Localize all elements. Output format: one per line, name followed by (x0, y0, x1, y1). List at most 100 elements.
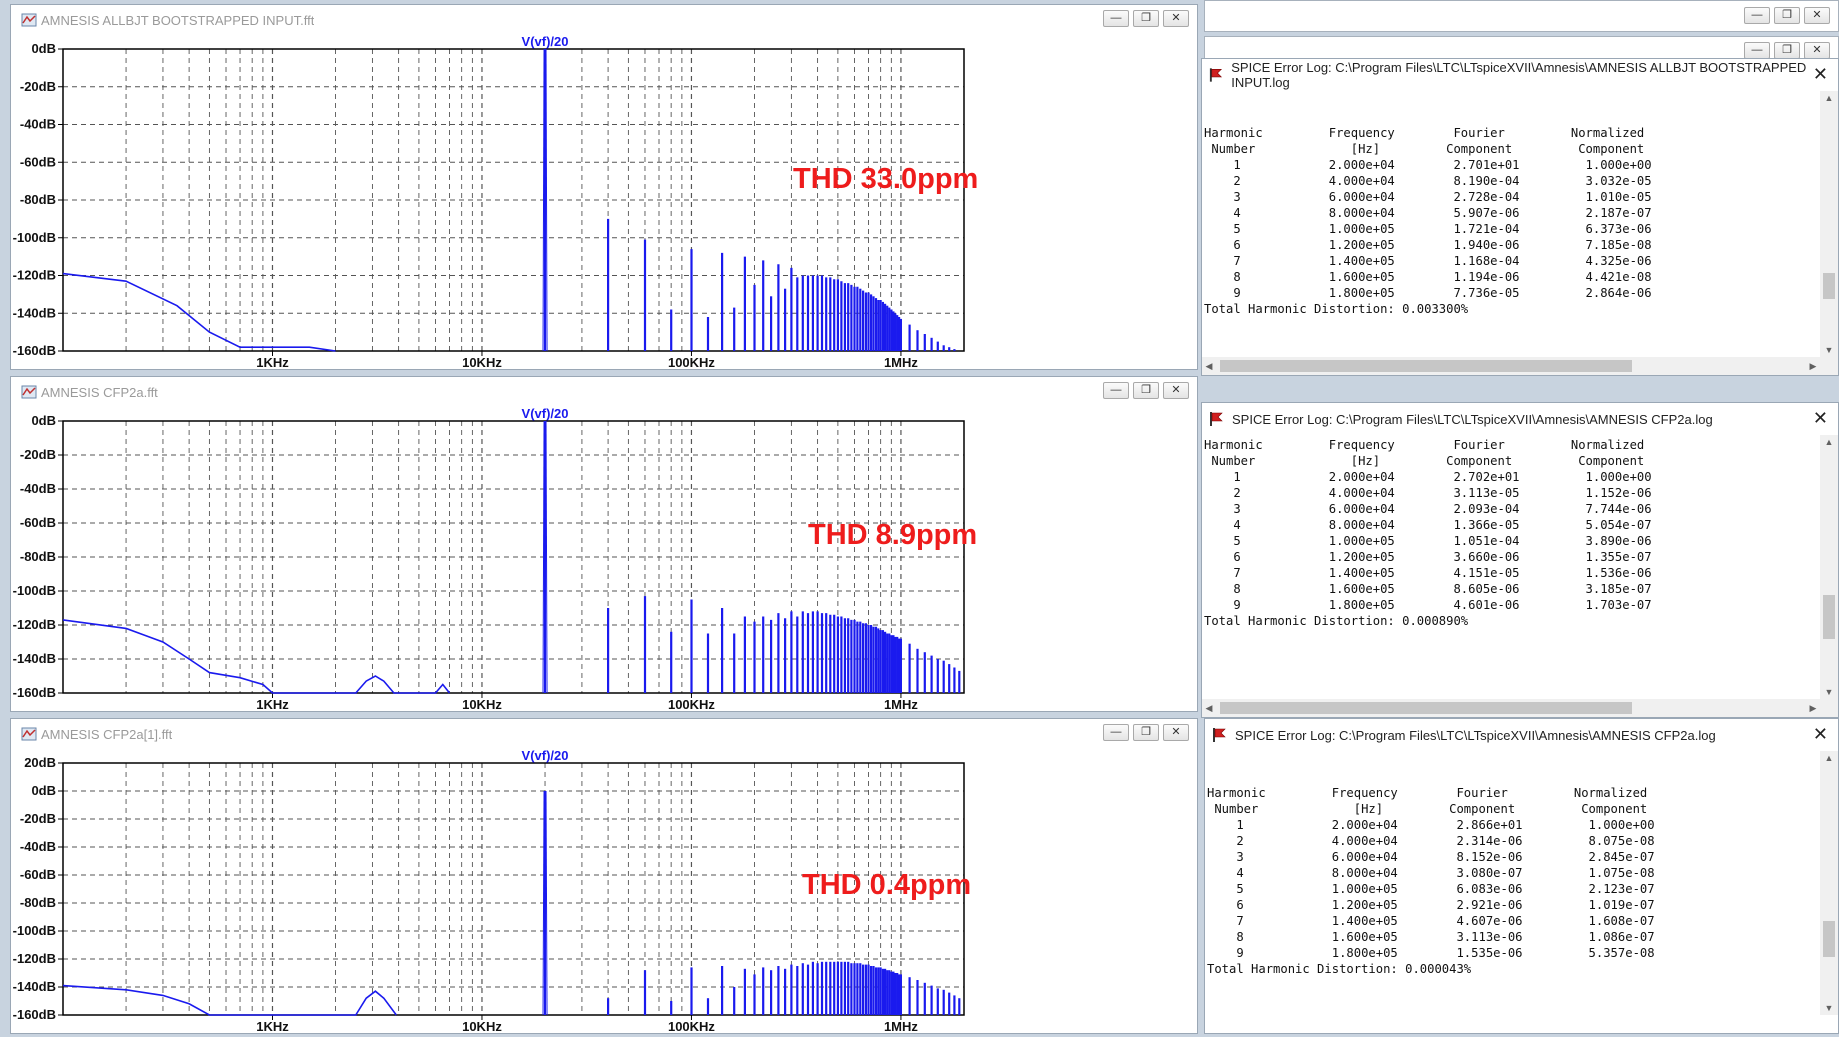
fft-plot-1[interactable]: 0dB -20dB -40dB -60dB -80dB -100dB -120dB -140d… (11, 35, 1197, 369)
restore-button[interactable]: ❐ (1133, 724, 1159, 741)
scroll-up-icon[interactable]: ▲ (1824, 753, 1834, 763)
log-line: 9 1.800e+05 7.736e-05 2.864e-06 (1204, 286, 1652, 300)
log-2-horizontal-scrollbar[interactable]: ◀ ▶ (1202, 699, 1820, 717)
log-2-titlebar[interactable]: SPICE Error Log: C:\Program Files\LTC\LT… (1202, 403, 1838, 435)
x-tick-label: 1MHz (884, 355, 918, 369)
bg-minimize-button[interactable]: — (1744, 7, 1770, 24)
y-tick-label: -100dB (13, 583, 56, 598)
scroll-down-icon[interactable]: ▼ (1824, 1003, 1834, 1013)
close-button[interactable]: ✕ (1163, 10, 1189, 27)
close-button[interactable]: ✕ (1163, 382, 1189, 399)
log-line: 4 8.000e+04 1.366e-05 5.054e-07 (1204, 518, 1652, 532)
restore-button[interactable]: ❐ (1133, 382, 1159, 399)
ltspice-plot-icon (21, 385, 37, 399)
log-2-scroll-corner (1820, 699, 1838, 717)
noise-floor-trace (62, 272, 336, 352)
log-3-close-button[interactable]: ✕ (1812, 724, 1828, 744)
ltspice-plot-icon (21, 727, 37, 741)
y-tick-label: -60dB (20, 867, 56, 882)
close-button[interactable]: ✕ (1163, 724, 1189, 741)
fft-plot-area-2[interactable]: 0dB -20dB -40dB -60dB -80dB -100dB -120dB -140d… (11, 407, 1197, 711)
fft-window-2[interactable]: AMNESIS CFP2a.fft — ❐ ✕ 0dB -20dB -40dB -60… (10, 376, 1198, 712)
fft-plot-2[interactable]: 0dB -20dB -40dB -60dB -80dB -100dB -120dB -140d… (11, 407, 1197, 711)
log-2-hscroll-thumb[interactable] (1220, 702, 1632, 714)
scroll-right-icon[interactable]: ▶ (1809, 703, 1817, 713)
x-tick-label: 1KHz (256, 697, 289, 711)
log-1-close-button[interactable]: ✕ (1812, 64, 1828, 84)
y-tick-label: 20dB (24, 755, 56, 770)
minimize-button[interactable]: — (1103, 382, 1129, 399)
y-tick-label: -120dB (13, 268, 56, 283)
spice-error-log-3[interactable]: SPICE Error Log: C:\Program Files\LTC\LT… (1204, 718, 1839, 1034)
log-1-scroll-corner (1820, 357, 1838, 375)
fft-plot-area-1[interactable]: 0dB -20dB -40dB -60dB -80dB -100dB -120dB -140d… (11, 35, 1197, 369)
log-3-titlebar[interactable]: SPICE Error Log: C:\Program Files\LTC\LT… (1205, 719, 1838, 751)
fft-window-1-titlebar[interactable]: AMNESIS ALLBJT BOOTSTRAPPED INPUT.fft (11, 5, 1197, 36)
plot-frame (62, 48, 965, 352)
log-line: 7 1.400e+05 4.607e-06 1.608e-07 (1207, 914, 1655, 928)
log-line: 4 8.000e+04 3.080e-07 1.075e-08 (1207, 866, 1655, 880)
y-tick-label: -80dB (20, 192, 56, 207)
restore-button[interactable]: ❐ (1133, 10, 1159, 27)
log-2-vertical-scrollbar[interactable]: ▲ ▼ (1820, 435, 1838, 699)
log-1-content: Harmonic Frequency Fourier Normalized Nu… (1204, 93, 1818, 357)
log-2-close-button[interactable]: ✕ (1812, 408, 1828, 428)
scroll-up-icon[interactable]: ▲ (1824, 93, 1834, 103)
y-tick-label: -160dB (13, 343, 56, 358)
fft-window-3[interactable]: AMNESIS CFP2a[1].fft — ❐ ✕ 20dB 0dB -20dB -… (10, 718, 1198, 1034)
log-line: 1 2.000e+04 2.701e+01 1.000e+00 (1204, 158, 1652, 172)
scroll-down-icon[interactable]: ▼ (1824, 687, 1834, 697)
log-1-titlebar[interactable]: SPICE Error Log: C:\Program Files\LTC\LT… (1202, 59, 1838, 91)
fundamental-edge (542, 420, 545, 694)
ltspice-plot-icon (21, 13, 37, 27)
log-2-vscroll-thumb[interactable] (1823, 595, 1835, 639)
log-line: 9 1.800e+05 4.601e-06 1.703e-07 (1204, 598, 1652, 612)
fft-window-3-titlebar[interactable]: AMNESIS CFP2a[1].fft (11, 719, 1197, 750)
fft-window-1[interactable]: AMNESIS ALLBJT BOOTSTRAPPED INPUT.fft — … (10, 4, 1198, 370)
log-line: 1 2.000e+04 2.866e+01 1.000e+00 (1207, 818, 1655, 832)
trace-label: V(vf)/20 (522, 407, 569, 421)
log-3-vscroll-thumb[interactable] (1823, 921, 1835, 957)
log-line: 6 1.200e+05 1.940e-06 7.185e-08 (1204, 238, 1652, 252)
spice-error-log-1[interactable]: SPICE Error Log: C:\Program Files\LTC\LT… (1201, 58, 1839, 376)
y-tick-label: 0dB (31, 41, 56, 56)
log-3-content: Harmonic Frequency Fourier Normalized Nu… (1207, 753, 1818, 1015)
log-1-hscroll-thumb[interactable] (1220, 360, 1632, 372)
y-tick-label: -160dB (13, 1007, 56, 1022)
scroll-right-icon[interactable]: ▶ (1809, 361, 1817, 371)
scroll-down-icon[interactable]: ▼ (1824, 345, 1834, 355)
y-tick-label: -160dB (13, 685, 56, 700)
fundamental-edge (545, 420, 548, 694)
scroll-up-icon[interactable]: ▲ (1824, 437, 1834, 447)
minimize-button[interactable]: — (1103, 10, 1129, 27)
y-tick-label: -80dB (20, 549, 56, 564)
fft-plot-area-3[interactable]: 20dB 0dB -20dB -40dB -60dB -80dB -100dB -120dB -… (11, 749, 1197, 1033)
x-tick-label: 10KHz (462, 1019, 502, 1033)
log-line: 8 1.600e+05 3.113e-06 1.086e-07 (1207, 930, 1655, 944)
log-line: 2 4.000e+04 2.314e-06 8.075e-08 (1207, 834, 1655, 848)
log-line (1207, 753, 1818, 769)
y-tick-label: -100dB (13, 923, 56, 938)
fft-plot-3[interactable]: 20dB 0dB -20dB -40dB -60dB -80dB -100dB -120dB -… (11, 749, 1197, 1033)
log-1-horizontal-scrollbar[interactable]: ◀ ▶ (1202, 357, 1820, 375)
log-line: Harmonic Frequency Fourier Normalized (1204, 126, 1645, 140)
minimize-button[interactable]: — (1103, 724, 1129, 741)
bg2-minimize-button[interactable]: — (1744, 42, 1770, 59)
log-1-vscroll-thumb[interactable] (1823, 273, 1835, 299)
log-line: 8 1.600e+05 1.194e-06 4.421e-08 (1204, 270, 1652, 284)
scroll-left-icon[interactable]: ◀ (1205, 703, 1213, 713)
log-line (1204, 109, 1818, 125)
log-1-vertical-scrollbar[interactable]: ▲ ▼ (1820, 91, 1838, 357)
spice-error-log-2[interactable]: SPICE Error Log: C:\Program Files\LTC\LT… (1201, 402, 1839, 718)
bg-close-button[interactable]: ✕ (1804, 7, 1830, 24)
log-line: Harmonic Frequency Fourier Normalized (1207, 786, 1648, 800)
bg-restore-button[interactable]: ❐ (1774, 7, 1800, 24)
bg2-restore-button[interactable]: ❐ (1774, 42, 1800, 59)
plot-frame (62, 420, 965, 694)
fft-window-2-titlebar[interactable]: AMNESIS CFP2a.fft (11, 377, 1197, 408)
bg2-close-button[interactable]: ✕ (1804, 42, 1830, 59)
y-tick-label: -20dB (20, 79, 56, 94)
scroll-left-icon[interactable]: ◀ (1205, 361, 1213, 371)
log-line: 6 1.200e+05 2.921e-06 1.019e-07 (1207, 898, 1655, 912)
log-3-vertical-scrollbar[interactable]: ▲ ▼ (1820, 751, 1838, 1015)
